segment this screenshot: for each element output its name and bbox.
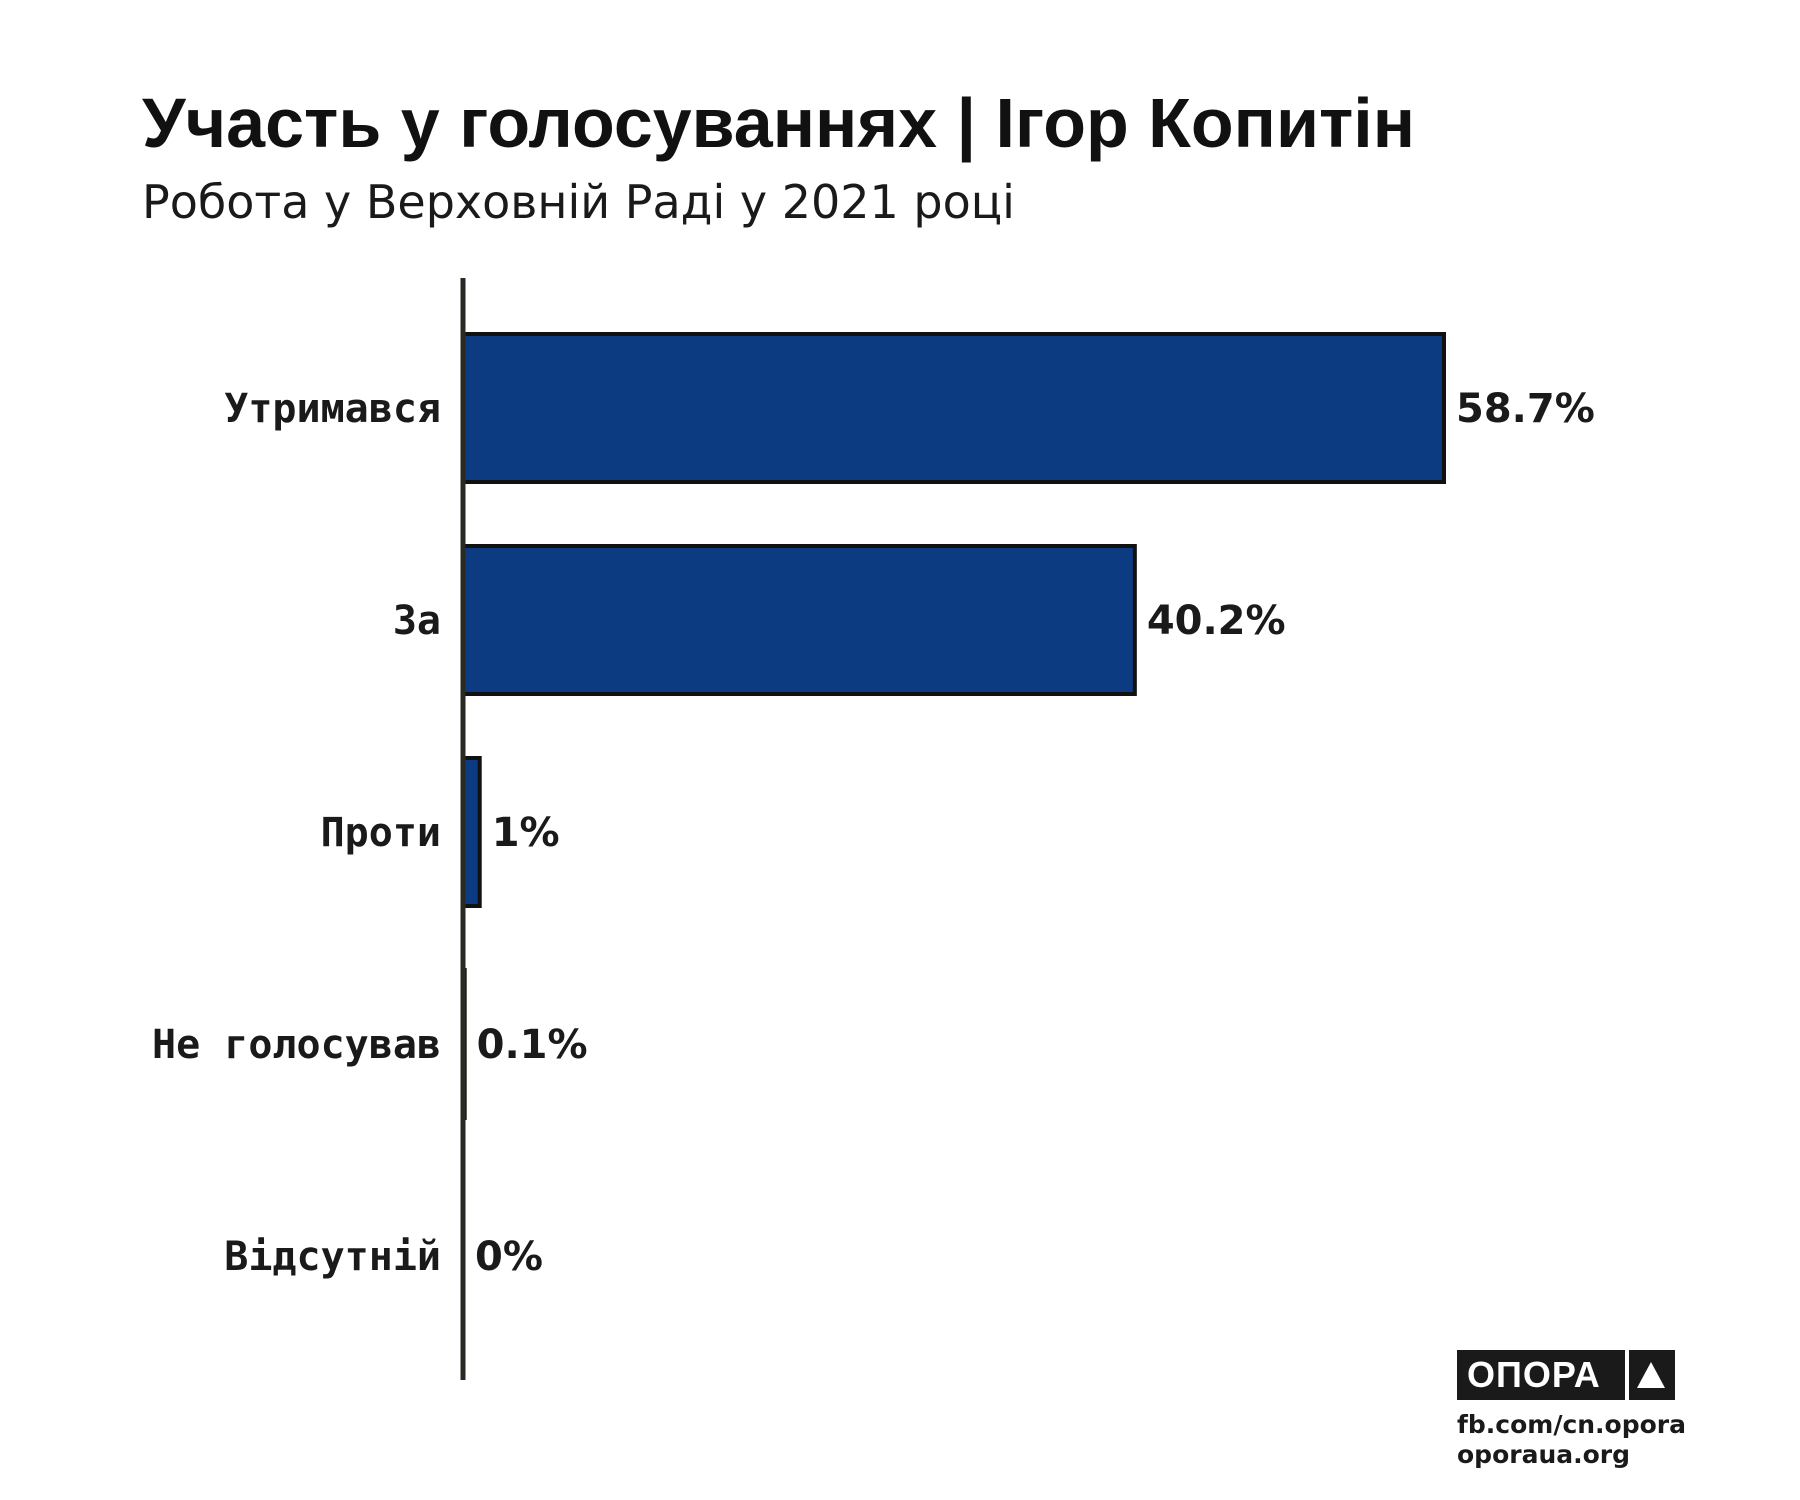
facebook-link[interactable]: fb.com/cn.opora: [1457, 1410, 1687, 1439]
bar-0: [461, 332, 1446, 484]
logo-divider: [1625, 1350, 1629, 1400]
chart-title: Участь у голосуваннях | Ігор Копитін: [142, 84, 1415, 162]
category-label: Проти: [321, 810, 441, 856]
value-label: 40.2%: [1147, 598, 1286, 644]
category-label: Утримався: [224, 386, 441, 432]
value-label: 0.1%: [477, 1022, 588, 1068]
bar-2: [461, 756, 482, 908]
category-label: Не голосував: [152, 1022, 441, 1068]
triangle-up-icon: [1637, 1362, 1665, 1388]
opora-logo: ОПОРА: [1457, 1350, 1675, 1400]
value-label: 1%: [492, 810, 560, 856]
value-label: 0%: [475, 1234, 543, 1280]
value-label: 58.7%: [1456, 386, 1595, 432]
chart-subtitle: Робота у Верховній Раді у 2021 році: [142, 175, 1015, 229]
bar-1: [461, 544, 1137, 696]
category-label: Відсутній: [224, 1234, 441, 1280]
category-label: За: [393, 598, 441, 644]
website-link[interactable]: oporaua.org: [1457, 1440, 1631, 1469]
logo-text: ОПОРА: [1467, 1354, 1601, 1395]
